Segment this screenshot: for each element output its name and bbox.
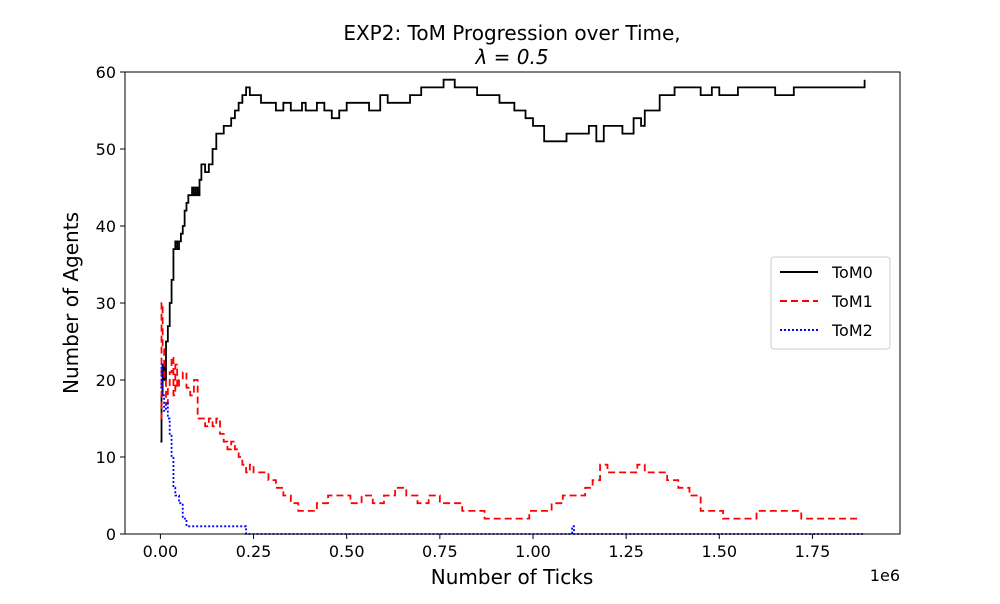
- x-tick-label: 0.75: [422, 542, 458, 561]
- chart-title-line1: EXP2: ToM Progression over Time,: [343, 21, 680, 45]
- y-tick-label: 60: [96, 63, 116, 82]
- series-line-tom0: [160, 78, 866, 443]
- series-line-tom1: [160, 302, 861, 520]
- axes-group: 0.00 0.25 0.50 0.75 1.00 1.25 1.50 1.75 0 10 20 30 4…: [96, 63, 831, 561]
- y-axis-label: Number of Agents: [59, 212, 83, 394]
- x-tick-label: 0.00: [143, 542, 179, 561]
- chart-title-line2: λ = 0.5: [474, 45, 548, 69]
- y-tick-label: 40: [96, 217, 116, 236]
- y-tick-label: 20: [96, 371, 116, 390]
- y-tick-label: 10: [96, 448, 116, 467]
- x-tick-label: 1.50: [701, 542, 737, 561]
- x-tick-label: 1.00: [515, 542, 551, 561]
- x-tick-label: 0.50: [329, 542, 365, 561]
- y-tick-label: 50: [96, 140, 116, 159]
- legend-label-tom1: ToM1: [831, 292, 873, 311]
- x-tick-label: 1.25: [608, 542, 644, 561]
- legend: ToM0 ToM1 ToM2: [770, 256, 891, 350]
- x-tick-label: 1.75: [795, 542, 831, 561]
- plot-lines: [160, 78, 866, 535]
- y-tick-label: 30: [96, 294, 116, 313]
- legend-frame: [770, 256, 891, 350]
- y-tick-label: 0: [106, 525, 116, 544]
- x-tick-label: 0.25: [236, 542, 272, 561]
- legend-label-tom2: ToM2: [831, 321, 873, 340]
- x-axis-label: Number of Ticks: [431, 565, 594, 589]
- legend-label-tom0: ToM0: [831, 263, 873, 282]
- plot-frame: [124, 71, 901, 535]
- x-axis-multiplier: 1e6: [870, 566, 900, 585]
- series-line-tom2: [160, 363, 865, 535]
